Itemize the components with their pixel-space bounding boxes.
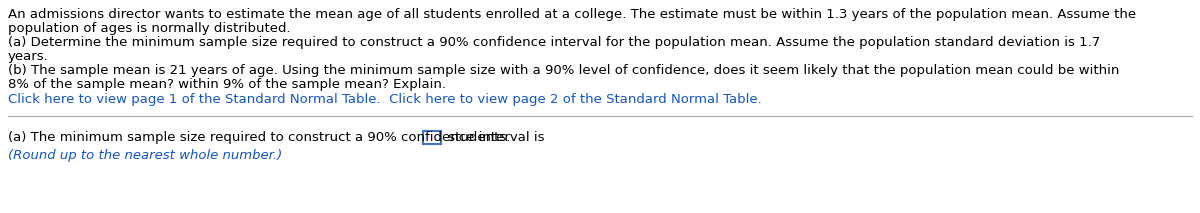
Text: (a) Determine the minimum sample size required to construct a 90% confidence int: (a) Determine the minimum sample size re… [8,36,1100,49]
Text: years.: years. [8,50,49,63]
Text: (Round up to the nearest whole number.): (Round up to the nearest whole number.) [8,149,282,162]
Text: (a) The minimum sample size required to construct a 90% confidence interval is: (a) The minimum sample size required to … [8,131,548,144]
Text: An admissions director wants to estimate the mean age of all students enrolled a: An admissions director wants to estimate… [8,8,1136,21]
Text: population of ages is normally distributed.: population of ages is normally distribut… [8,22,290,35]
Text: 8% of the sample mean? within 9% of the sample mean? Explain.: 8% of the sample mean? within 9% of the … [8,78,446,91]
Text: Click here to view page 1 of the Standard Normal Table.  Click here to view page: Click here to view page 1 of the Standar… [8,93,762,106]
Text: students.: students. [444,131,510,144]
Text: (b) The sample mean is 21 years of age. Using the minimum sample size with a 90%: (b) The sample mean is 21 years of age. … [8,64,1120,77]
